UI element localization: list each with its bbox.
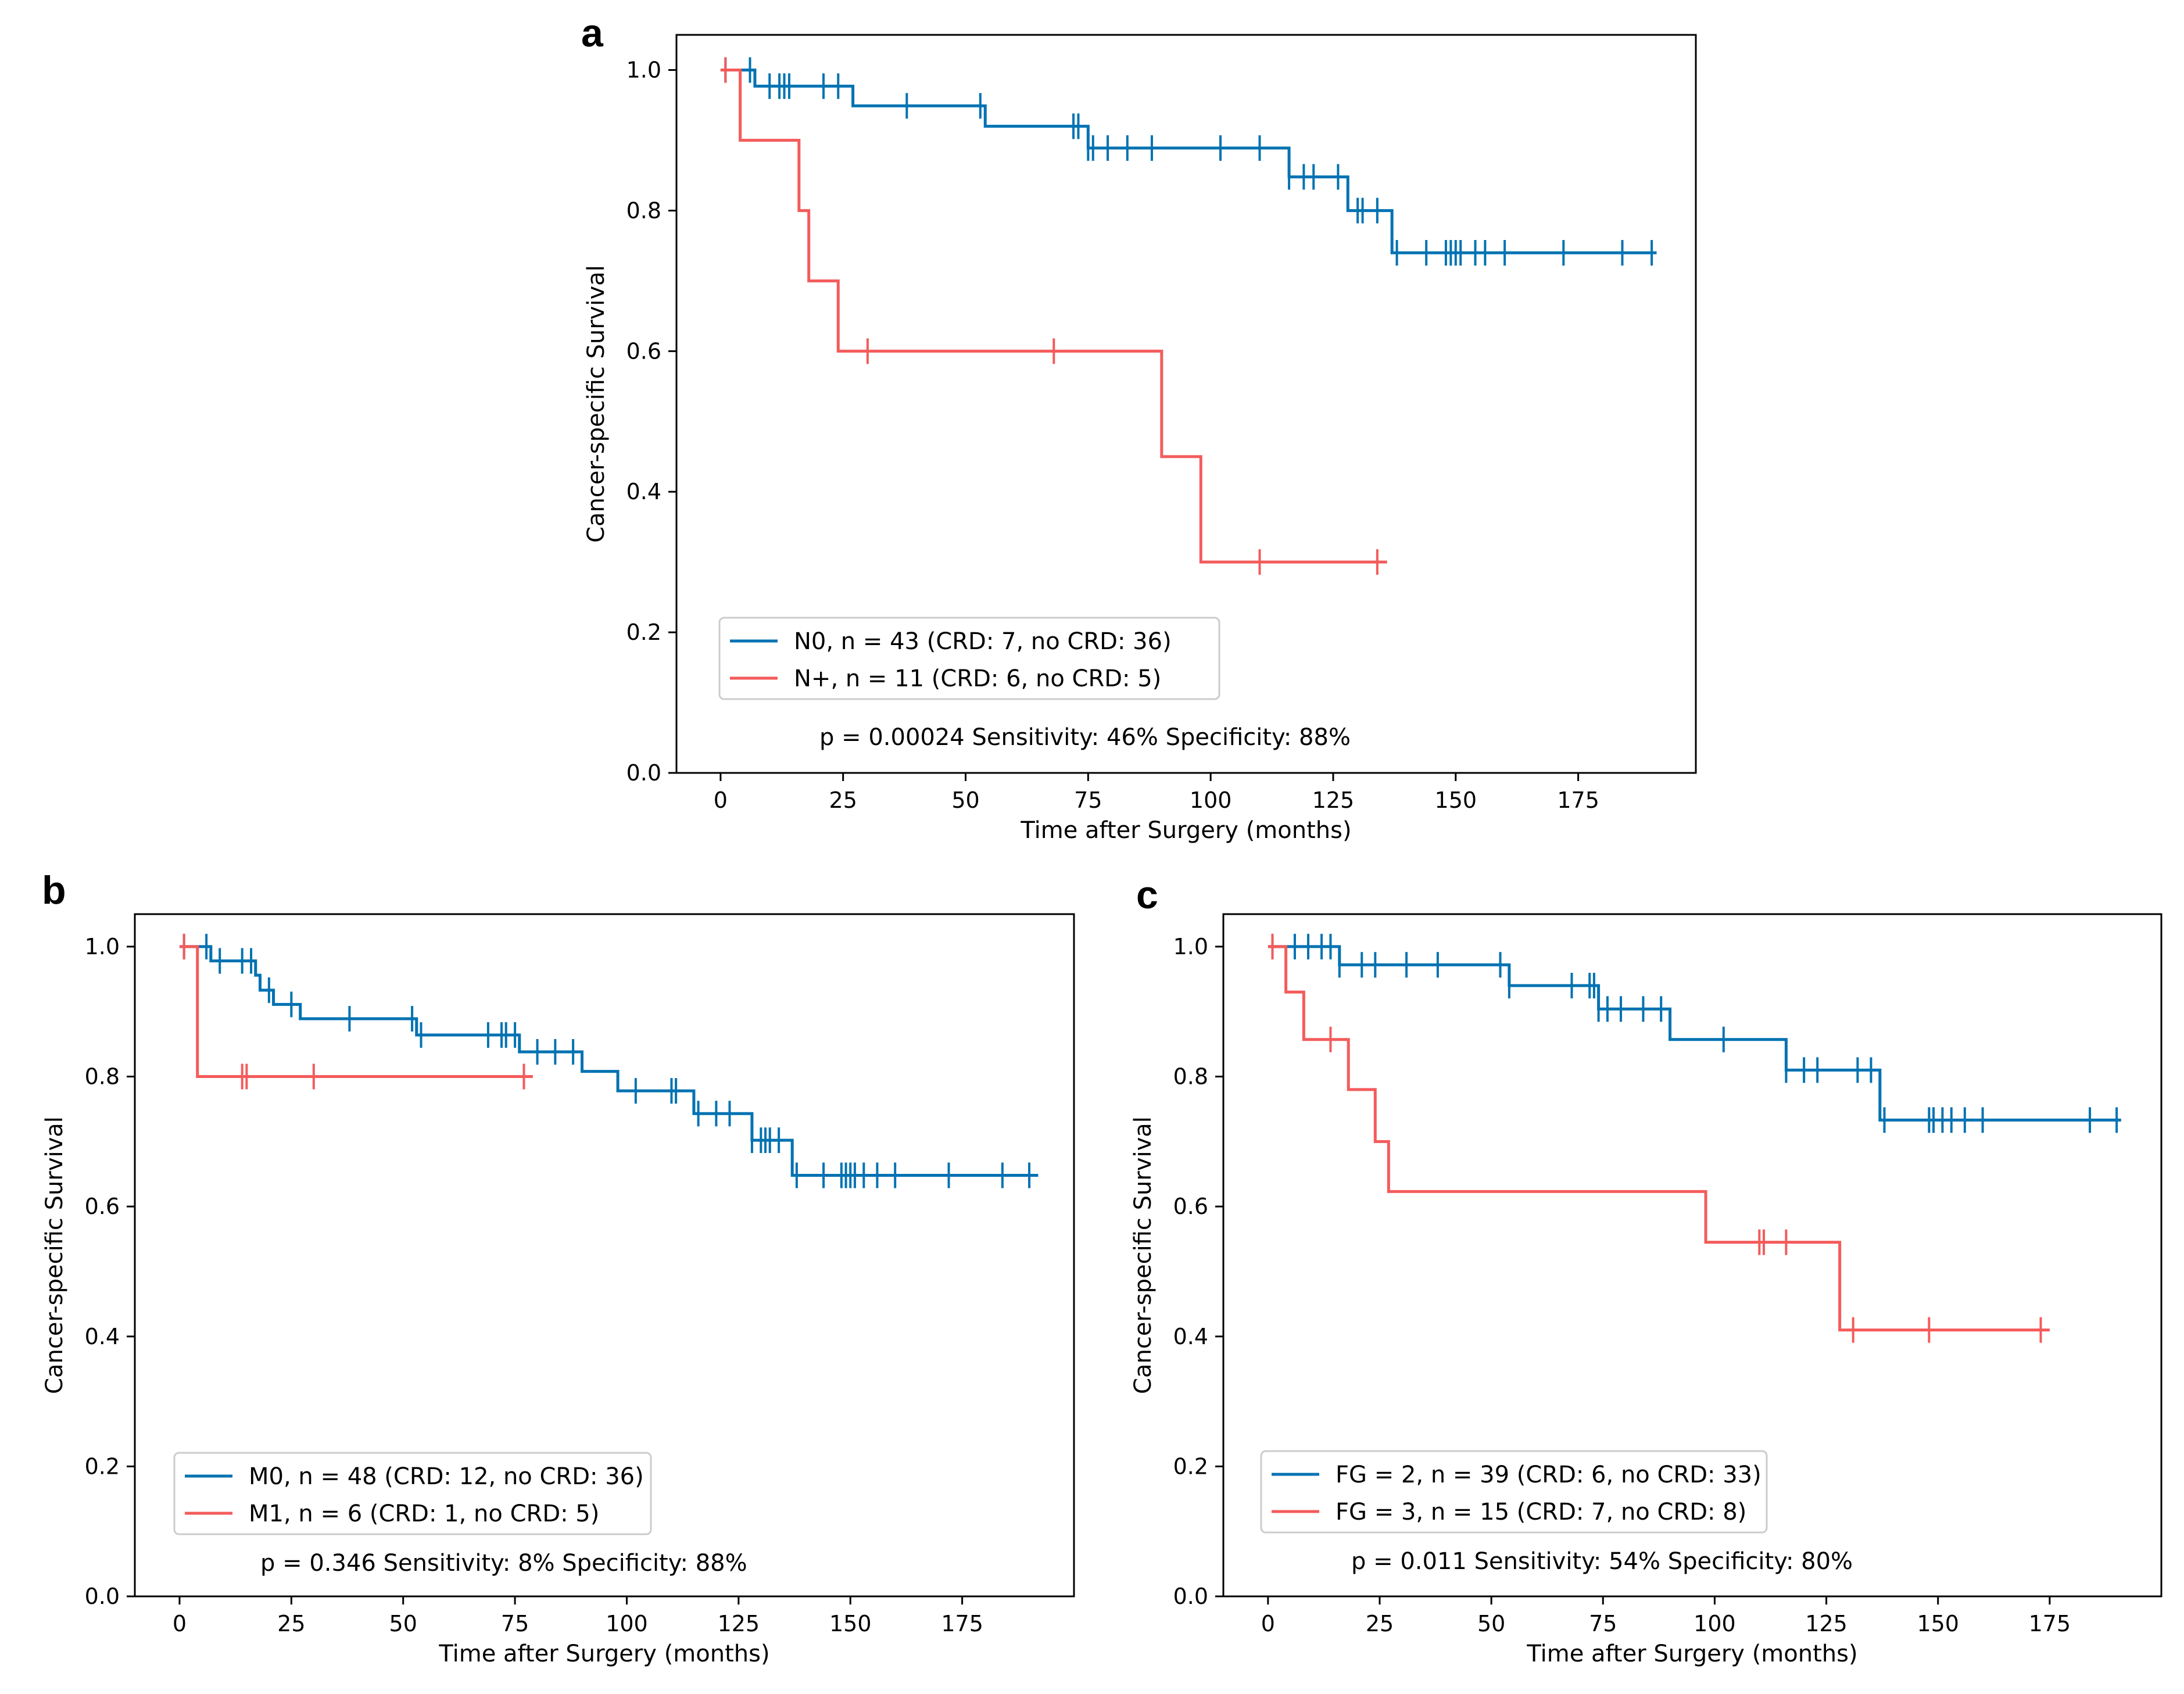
y-tick-label: 0.2 (626, 619, 661, 645)
x-tick-label: 100 (1190, 787, 1232, 813)
x-tick-label: 0 (173, 1611, 187, 1636)
x-tick-label: 0 (1261, 1611, 1275, 1636)
x-tick-label: 25 (1366, 1611, 1394, 1636)
y-tick-label: 0.4 (626, 479, 661, 504)
y-tick-label: 0.4 (1173, 1324, 1208, 1349)
x-axis-label: Time after Surgery (months) (1526, 1641, 1857, 1667)
x-tick-label: 25 (829, 787, 857, 813)
panel-letter: a (581, 11, 604, 55)
x-tick-label: 125 (718, 1611, 760, 1636)
x-tick-label: 75 (1074, 787, 1102, 813)
y-tick-label: 0.0 (1173, 1584, 1208, 1609)
x-tick-label: 175 (941, 1611, 983, 1636)
x-tick-label: 100 (606, 1611, 648, 1636)
y-axis-label: Cancer-specific Survival (583, 265, 610, 543)
y-tick-label: 1.0 (1173, 934, 1208, 959)
panel-letter: b (42, 868, 66, 912)
y-tick-label: 0.2 (85, 1453, 120, 1479)
x-tick-label: 100 (1694, 1611, 1736, 1636)
y-tick-label: 0.8 (626, 198, 661, 223)
legend-entry: N0, n = 43 (CRD: 7, no CRD: 36) (794, 628, 1172, 655)
x-tick-label: 25 (277, 1611, 305, 1636)
y-tick-label: 0.0 (626, 760, 661, 786)
panel-letter: c (1136, 873, 1158, 917)
y-tick-label: 0.6 (1173, 1194, 1208, 1219)
y-tick-label: 0.6 (85, 1194, 120, 1219)
legend-entry: FG = 3, n = 15 (CRD: 7, no CRD: 8) (1336, 1499, 1746, 1525)
x-tick-label: 150 (829, 1611, 872, 1636)
legend-entry: N+, n = 11 (CRD: 6, no CRD: 5) (794, 665, 1161, 692)
x-tick-label: 175 (1557, 787, 1599, 813)
x-tick-label: 75 (501, 1611, 529, 1636)
x-tick-label: 0 (714, 787, 728, 813)
x-tick-label: 50 (1477, 1611, 1505, 1636)
panel-c-km-chart: c 0.0 0.2 0.4 0.6 0.8 1.0 0 25 50 75 100 125 150 175 Ti… (1130, 873, 2162, 1667)
panel-b-km-chart: b 0.0 0.2 0.4 0.6 0.8 1.0 0 25 50 75 100 125 150 175 Ti… (41, 868, 1075, 1667)
panel-a-km-chart: a 0.0 0.2 0.4 0.6 0.8 1.0 0 25 50 75 100 125 150 175 Ti… (581, 11, 1697, 844)
legend-entry: M1, n = 6 (CRD: 1, no CRD: 5) (249, 1500, 599, 1527)
legend-entry: M0, n = 48 (CRD: 12, no CRD: 36) (249, 1463, 644, 1490)
stats-annotation: p = 0.346 Sensitivity: 8% Specificity: 8… (260, 1550, 747, 1577)
y-tick-label: 0.6 (626, 338, 661, 364)
x-tick-label: 150 (1435, 787, 1477, 813)
stats-annotation: p = 0.011 Sensitivity: 54% Specificity: … (1351, 1548, 1853, 1575)
y-tick-label: 0.8 (1173, 1064, 1208, 1090)
plot-frame (134, 913, 1075, 1598)
survival-curve-low-risk (179, 945, 1039, 1177)
x-tick-label: 125 (1312, 787, 1355, 813)
y-tick-label: 0.4 (85, 1324, 120, 1349)
x-tick-label: 125 (1805, 1611, 1848, 1636)
plot-frame (675, 34, 1697, 774)
y-tick-label: 0.0 (85, 1584, 120, 1609)
survival-curve-high-risk (1268, 945, 2050, 1332)
x-tick-label: 50 (951, 787, 979, 813)
plot-frame (1222, 913, 2162, 1598)
legend-entry: FG = 2, n = 39 (CRD: 6, no CRD: 33) (1336, 1462, 1761, 1488)
x-axis-label: Time after Surgery (months) (438, 1641, 769, 1667)
y-axis-label: Cancer-specific Survival (41, 1116, 68, 1394)
survival-curve-high-risk (720, 68, 1387, 564)
y-tick-label: 1.0 (85, 934, 120, 959)
stats-annotation: p = 0.00024 Sensitivity: 46% Specificity… (819, 724, 1351, 751)
y-axis-label: Cancer-specific Survival (1130, 1116, 1157, 1394)
x-tick-label: 175 (2029, 1611, 2071, 1636)
x-tick-label: 50 (389, 1611, 417, 1636)
y-tick-label: 1.0 (626, 57, 661, 83)
x-tick-label: 75 (1589, 1611, 1617, 1636)
legend-box (173, 1452, 652, 1535)
x-tick-label: 150 (1917, 1611, 1959, 1636)
x-axis-label: Time after Surgery (months) (1020, 817, 1351, 844)
y-tick-label: 0.2 (1173, 1453, 1208, 1479)
survival-curve-high-risk (179, 945, 533, 1079)
legend-box (1260, 1450, 1768, 1534)
y-tick-label: 0.8 (85, 1064, 120, 1090)
survival-curve-low-risk (1268, 945, 2121, 1122)
legend-box (718, 617, 1220, 700)
